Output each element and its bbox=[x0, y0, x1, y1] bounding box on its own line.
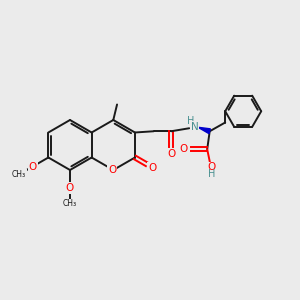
Polygon shape bbox=[198, 127, 210, 134]
Text: N: N bbox=[191, 122, 199, 132]
Text: CH₃: CH₃ bbox=[63, 199, 77, 208]
Text: O: O bbox=[180, 144, 188, 154]
Text: O: O bbox=[148, 163, 156, 172]
Text: O: O bbox=[207, 163, 216, 172]
Text: O: O bbox=[167, 148, 175, 158]
Text: O: O bbox=[108, 165, 116, 175]
Text: H: H bbox=[187, 116, 194, 126]
Text: CH₃: CH₃ bbox=[12, 170, 26, 179]
Text: O: O bbox=[66, 183, 74, 193]
Text: O: O bbox=[28, 161, 37, 172]
Text: H: H bbox=[208, 169, 215, 179]
